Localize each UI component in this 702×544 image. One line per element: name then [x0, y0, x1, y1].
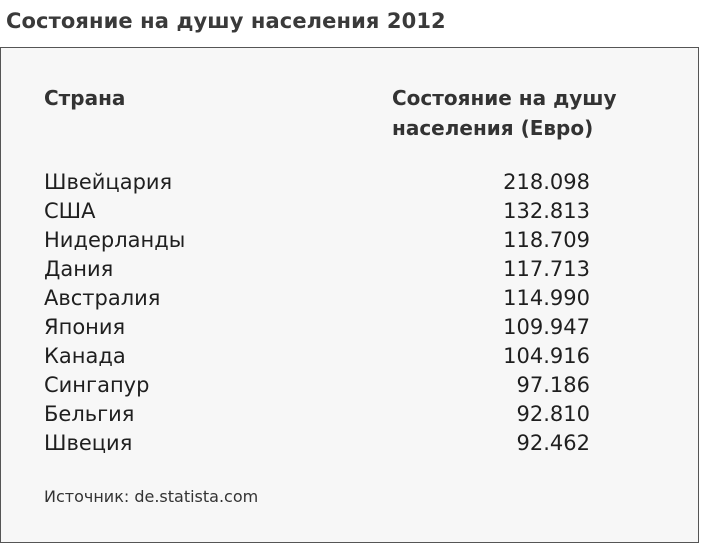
country-name: США — [44, 199, 96, 223]
table-row: Австралия 114.990 — [44, 284, 604, 313]
country-name: Австралия — [44, 286, 161, 310]
country-name: Канада — [44, 344, 126, 368]
wealth-value: 218.098 — [503, 170, 590, 194]
wealth-value: 118.709 — [503, 228, 590, 252]
country-name: Дания — [44, 257, 114, 281]
table-row: Швейцария 218.098 — [44, 168, 604, 197]
table-row: Сингапур 97.186 — [44, 371, 604, 400]
country-name: Япония — [44, 315, 126, 339]
table-row: Дания 117.713 — [44, 255, 604, 284]
table-body: Швейцария 218.098 США 132.813 Нидерланды… — [44, 168, 604, 458]
table-row: Канада 104.916 — [44, 342, 604, 371]
table-row: Швеция 92.462 — [44, 429, 604, 458]
data-table-panel: Страна Состояние на душу населения (Евро… — [0, 47, 699, 543]
column-header-country: Страна — [44, 86, 126, 110]
wealth-value: 109.947 — [503, 315, 590, 339]
wealth-value: 117.713 — [503, 257, 590, 281]
source-note: Источник: de.statista.com — [44, 487, 259, 506]
table-row: Япония 109.947 — [44, 313, 604, 342]
page-title: Состояние на душу населения 2012 — [6, 9, 446, 33]
wealth-value: 92.810 — [516, 402, 590, 426]
country-name: Швеция — [44, 431, 133, 455]
table-row: Бельгия 92.810 — [44, 400, 604, 429]
country-name: Нидерланды — [44, 228, 186, 252]
country-name: Швейцария — [44, 170, 173, 194]
wealth-value: 92.462 — [516, 431, 590, 455]
wealth-value: 132.813 — [503, 199, 590, 223]
wealth-value: 104.916 — [503, 344, 590, 368]
wealth-value: 97.186 — [516, 373, 590, 397]
country-name: Бельгия — [44, 402, 135, 426]
table-row: Нидерланды 118.709 — [44, 226, 604, 255]
column-header-wealth: Состояние на душу населения (Евро) — [392, 86, 617, 140]
table-row: США 132.813 — [44, 197, 604, 226]
country-name: Сингапур — [44, 373, 150, 397]
wealth-value: 114.990 — [503, 286, 590, 310]
